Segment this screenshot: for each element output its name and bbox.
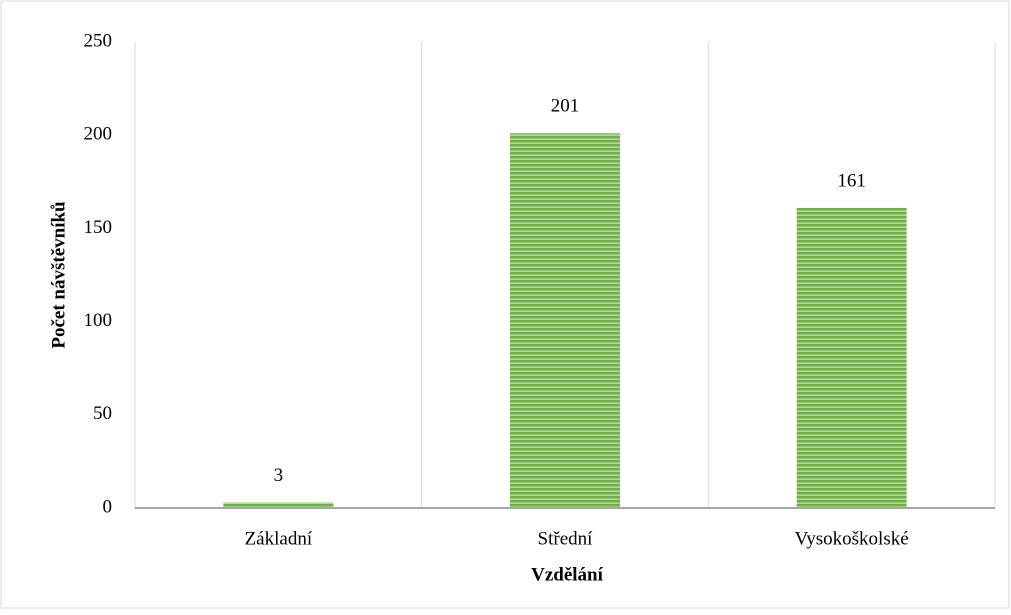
y-tick-label: 250 (84, 30, 113, 51)
bar (796, 207, 907, 508)
y-tick-label: 200 (84, 124, 113, 145)
x-tick-label: Základní (245, 528, 313, 549)
x-tick-label: Střední (538, 528, 594, 549)
y-axis-label: Počet návštěvníků (48, 201, 69, 349)
x-tick-label: Vysokoškolské (795, 528, 909, 549)
data-label: 161 (837, 170, 866, 191)
y-tick-label: 50 (93, 403, 112, 424)
x-axis-label: Vzdělání (531, 564, 604, 585)
bar (510, 133, 620, 508)
y-tick-label: 100 (84, 310, 113, 331)
y-tick-label: 0 (103, 496, 113, 517)
data-label: 201 (551, 96, 580, 117)
y-tick-label: 150 (84, 217, 113, 238)
bar (223, 502, 334, 508)
data-label: 3 (274, 465, 284, 486)
